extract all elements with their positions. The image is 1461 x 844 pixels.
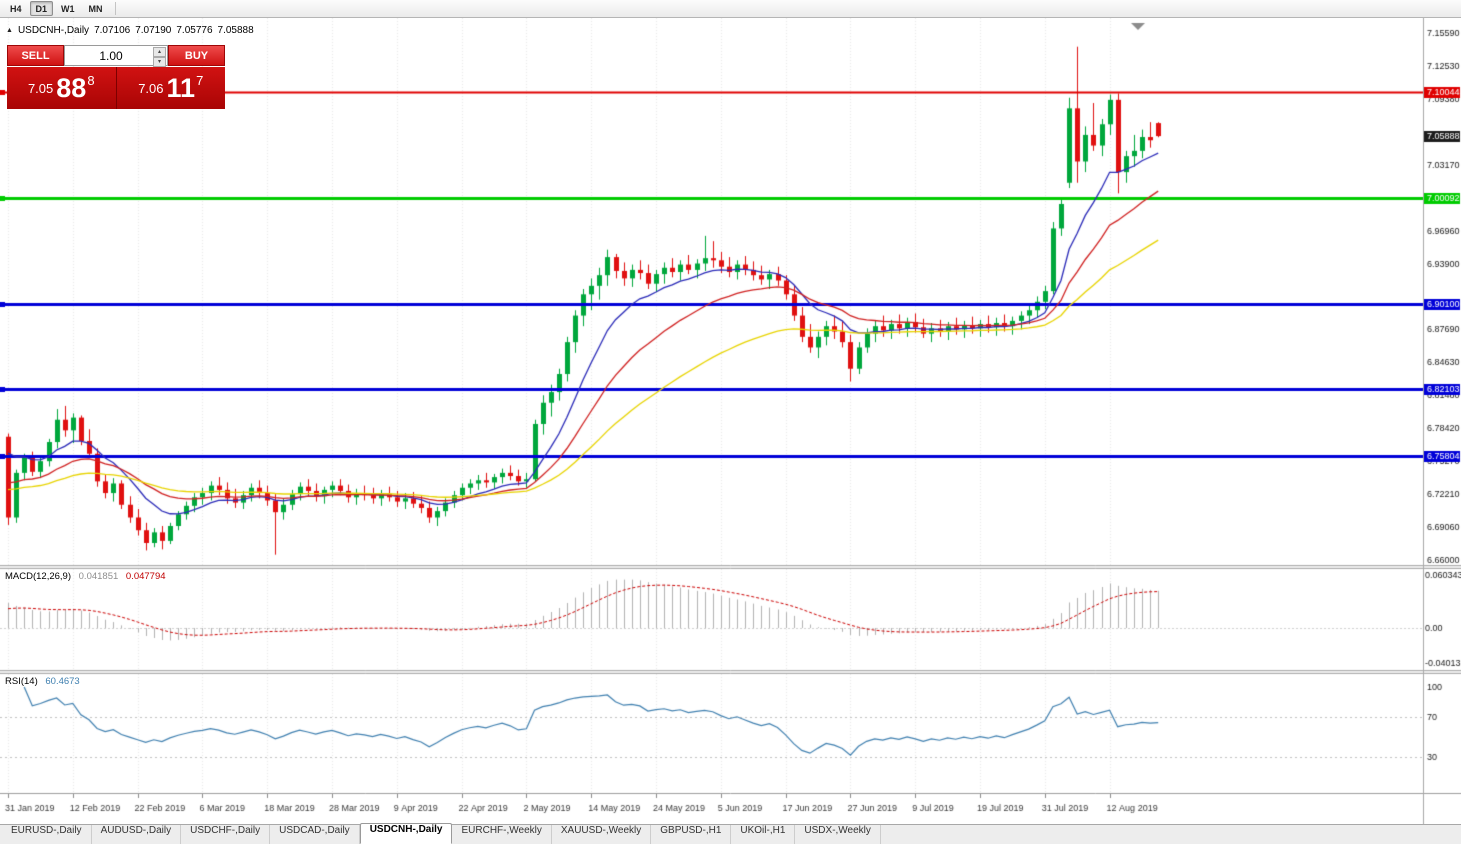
chart-tab-usdcnh-daily[interactable]: USDCNH-,Daily (359, 823, 453, 844)
volume-decrease-button[interactable]: ▾ (153, 57, 166, 67)
bid-price-pip: 8 (87, 72, 95, 88)
bid-price-big: 88 (56, 72, 87, 103)
chart-symbol-label: USDCNH-,Daily (17, 25, 90, 36)
chart-tab-audusd-daily[interactable]: AUDUSD-,Daily (92, 825, 182, 844)
symbol-marker-icon: ▲ (6, 27, 13, 34)
bid-price-prefix: 7.05 (27, 80, 54, 96)
chart-tab-ukoil-h1[interactable]: UKOil-,H1 (731, 825, 796, 844)
volume-spinner: ▴ ▾ (153, 47, 166, 67)
buy-button[interactable]: BUY (168, 45, 225, 66)
price-chart-canvas[interactable] (0, 18, 1461, 824)
chart-title: ▲ USDCNH-,Daily 7.07106 7.07190 7.05776 … (6, 25, 254, 36)
close-value: 7.05888 (217, 25, 254, 36)
period-button-group: H4 D1 W1 MN (3, 1, 110, 16)
ask-price-prefix: 7.06 (138, 80, 164, 96)
macd-main-value: 0.041851 (78, 571, 119, 582)
chart-area: ▲ USDCNH-,Daily 7.07106 7.07190 7.05776 … (0, 18, 1461, 824)
macd-name: MACD(12,26,9) (5, 571, 71, 582)
period-button-d1[interactable]: D1 (29, 1, 54, 16)
ask-price-big: 11 (166, 72, 196, 103)
volume-field-wrap: ▴ ▾ (64, 45, 168, 67)
ask-price-pip: 7 (196, 72, 204, 88)
rsi-name: RSI(14) (5, 676, 38, 687)
chart-tab-eurusd-daily[interactable]: EURUSD-,Daily (2, 825, 92, 844)
timeframe-toolbar: H4 D1 W1 MN (0, 0, 1461, 18)
one-click-trade-panel: SELL ▴ ▾ BUY 7.05 88 8 7.06 11 7 (7, 45, 225, 109)
low-value: 7.05776 (176, 25, 213, 36)
chart-tab-xauusd-weekly[interactable]: XAUUSD-,Weekly (552, 825, 652, 844)
chart-tab-usdcad-daily[interactable]: USDCAD-,Daily (270, 825, 360, 844)
macd-indicator-label: MACD(12,26,9) 0.041851 0.047794 (5, 571, 166, 582)
period-button-h4[interactable]: H4 (4, 1, 28, 16)
period-button-mn[interactable]: MN (83, 1, 109, 16)
macd-signal-value: 0.047794 (125, 571, 166, 582)
chart-tab-usdx-weekly[interactable]: USDX-,Weekly (795, 825, 881, 844)
chart-tab-bar: EURUSD-,Daily AUDUSD-,Daily USDCHF-,Daily U… (0, 823, 1461, 844)
period-button-w1[interactable]: W1 (55, 1, 81, 16)
volume-input[interactable] (65, 46, 167, 65)
high-value: 7.07190 (135, 25, 172, 36)
open-value: 7.07106 (94, 25, 131, 36)
chart-tab-gbpusd-h1[interactable]: GBPUSD-,H1 (651, 825, 732, 844)
chart-tab-usdchf-daily[interactable]: USDCHF-,Daily (181, 825, 271, 844)
toolbar-separator (114, 2, 116, 15)
volume-increase-button[interactable]: ▴ (153, 47, 166, 57)
rsi-value: 60.4673 (45, 676, 80, 687)
rsi-indicator-label: RSI(14) 60.4673 (5, 676, 80, 687)
chart-tab-eurchf-weekly[interactable]: EURCHF-,Weekly (452, 825, 552, 844)
ask-price-panel[interactable]: 7.06 11 7 (116, 67, 225, 109)
sell-button[interactable]: SELL (7, 45, 64, 66)
bid-price-panel[interactable]: 7.05 88 8 (7, 67, 117, 109)
